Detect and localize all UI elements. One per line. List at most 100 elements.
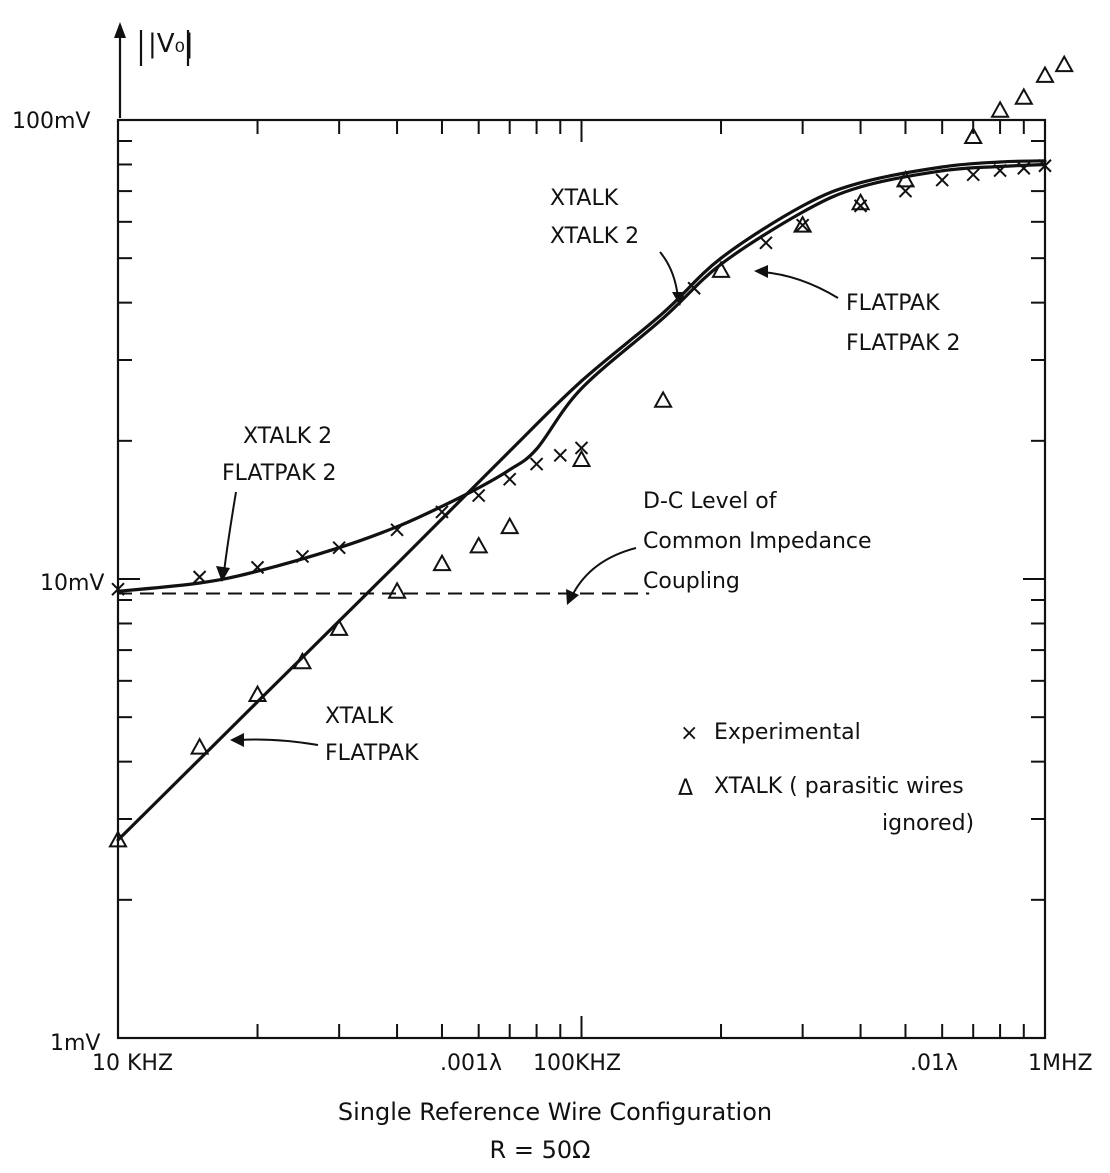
experimental-x-marker — [966, 167, 980, 182]
x-marker-stroke — [1038, 159, 1052, 173]
experimental-x-marker — [295, 549, 310, 564]
leader-flatpak-right — [761, 271, 839, 299]
x-tick-label-1mhz: 1MHZ — [1028, 1051, 1093, 1076]
experimental-x-marker — [795, 218, 810, 232]
plot-frame — [116, 118, 1047, 1040]
experimental-x-marker — [993, 163, 1007, 178]
experimental-x-marker — [192, 570, 207, 584]
x-tick-label-10khz: 10 KHZ — [92, 1051, 173, 1076]
annotation-flatpak-right: FLATPAK — [846, 291, 940, 316]
annotation-xtalk-bottom: XTALK — [325, 704, 394, 729]
xtalk-triangle-marker — [571, 449, 592, 467]
experimental-x-marker — [1017, 161, 1031, 175]
x-marker-stroke — [435, 505, 449, 519]
leader-xtalk-top — [659, 251, 679, 299]
annotation-xtalk2-left: XTALK 2 — [243, 424, 332, 449]
x-marker-stroke — [574, 441, 589, 455]
legend-label-xtalk-line2: ignored) — [882, 811, 974, 836]
xtalk-triangle-marker — [108, 829, 128, 848]
x-marker-stroke — [993, 163, 1007, 178]
xtalk-triangle-marker — [850, 192, 871, 211]
leader-flatpak-bottom — [239, 738, 319, 746]
experimental-x-marker — [471, 488, 486, 503]
legend-symbol-experimental: × — [680, 721, 698, 746]
xtalk-triangle-marker — [963, 126, 983, 144]
experimental-x-marker — [332, 540, 346, 555]
y-tick-label-10mv: 10mV — [40, 571, 104, 596]
x-marker-stroke — [332, 540, 346, 555]
x-tick-label-001-lambda: .001λ — [440, 1051, 502, 1076]
xtalk-triangle-marker — [469, 535, 489, 554]
x-marker-stroke — [295, 549, 310, 564]
xtalk-triangle-marker — [292, 651, 313, 670]
leader-flatpak2-left-arrowhead — [216, 566, 230, 582]
series-curve-1 — [116, 162, 1047, 593]
xtalk-triangle-marker — [1014, 87, 1034, 105]
x-marker-stroke — [529, 457, 544, 471]
experimental-x-marker — [250, 560, 265, 575]
y-tick-label-100mv: 100mV — [12, 109, 90, 134]
leader-flatpak2-left — [223, 491, 237, 573]
markers-group — [108, 54, 1074, 848]
xtalk-triangle-marker — [329, 618, 349, 636]
x-axis-label: Single Reference Wire Configuration — [338, 1098, 772, 1126]
experimental-x-marker — [574, 441, 589, 455]
experimental-x-marker — [553, 448, 567, 463]
x-marker-stroke — [966, 167, 980, 182]
annotation-xtalk-top: XTALK — [550, 186, 619, 211]
x-marker-stroke — [502, 472, 517, 486]
experimental-x-marker — [111, 582, 125, 596]
annotation-flatpak-bottom: FLATPAK — [325, 741, 419, 766]
experimental-x-marker — [759, 236, 773, 250]
x-marker-stroke — [553, 448, 567, 463]
x-marker-stroke — [1017, 161, 1031, 175]
xtalk-triangle-marker — [653, 390, 673, 408]
experimental-x-marker — [502, 472, 517, 486]
experimental-x-marker — [687, 281, 701, 295]
annotation-flatpak2-left: FLATPAK 2 — [222, 461, 337, 486]
xtalk-triangle-marker — [792, 215, 813, 233]
leader-flatpak-bottom-arrowhead — [230, 733, 244, 747]
annotation-flatpak2-right: FLATPAK 2 — [846, 331, 961, 356]
xtalk-triangle-marker — [189, 737, 210, 755]
x-marker-stroke — [250, 560, 265, 575]
x-marker-stroke — [390, 523, 404, 537]
annotation-dc-line1: D-C Level of — [643, 489, 778, 514]
experimental-x-marker — [390, 523, 404, 537]
experimental-x-marker — [935, 173, 949, 187]
y-axis-arrowhead — [114, 22, 126, 38]
experimental-x-marker — [529, 457, 544, 471]
annotation-xtalk2-top: XTALK 2 — [550, 224, 639, 249]
x-marker-stroke — [759, 236, 773, 250]
xtalk-triangle-marker — [895, 169, 916, 188]
experimental-x-marker — [435, 505, 449, 519]
x-marker-stroke — [111, 582, 125, 596]
legend-symbol-xtalk: Δ — [678, 776, 693, 801]
tick-group — [118, 119, 1046, 1038]
leader-xtalk-top-arrowhead — [672, 292, 685, 306]
annotation-dc-line3: Coupling — [643, 569, 740, 594]
curves-group — [116, 159, 1047, 842]
xtalk-triangle-marker — [1035, 65, 1055, 83]
x-marker-stroke — [795, 218, 810, 232]
xtalk-triangle-marker — [1054, 54, 1074, 73]
x-marker-stroke — [935, 173, 949, 187]
xtalk-triangle-marker — [500, 516, 520, 535]
series-curve-0 — [116, 159, 1047, 842]
experimental-x-marker — [1038, 159, 1052, 173]
y-axis-label: |V₀| — [148, 29, 194, 59]
xtalk-triangle-marker — [247, 684, 268, 702]
y-tick-label-1mv: 1mV — [50, 1031, 100, 1056]
x-marker-stroke — [687, 281, 701, 295]
xtalk-triangle-marker — [432, 553, 452, 572]
legend-label-experimental: Experimental — [714, 720, 861, 745]
leader-flatpak-right-arrowhead — [754, 265, 768, 278]
x-marker-stroke — [471, 488, 486, 503]
xtalk-triangle-marker — [711, 260, 731, 278]
xtalk-triangle-marker — [387, 581, 407, 599]
leader-dc-arrowhead — [566, 589, 579, 605]
leader-dc — [571, 547, 637, 597]
x-marker-stroke — [192, 570, 207, 584]
legend-label-xtalk: XTALK ( parasitic wires — [714, 774, 964, 799]
